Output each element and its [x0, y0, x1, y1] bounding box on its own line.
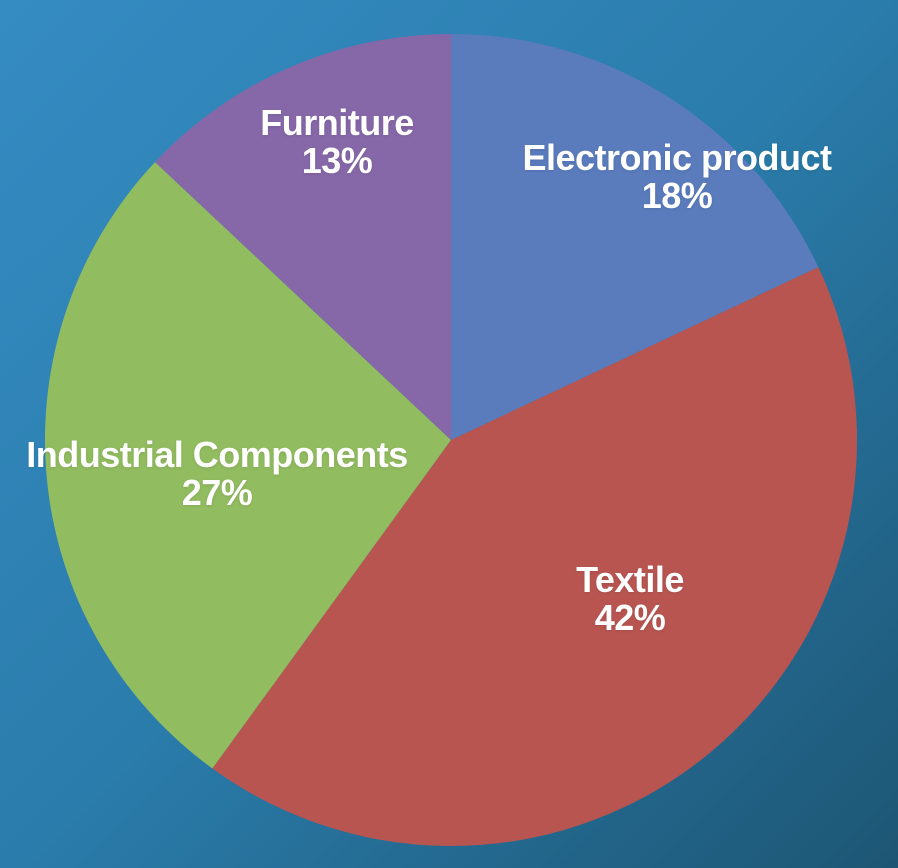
- pie-slice-electronic-product: [451, 34, 819, 440]
- pie-slice-industrial-components: [44, 162, 452, 769]
- pie-slice-furniture: [155, 34, 452, 440]
- pie-slice-textile: [212, 267, 858, 846]
